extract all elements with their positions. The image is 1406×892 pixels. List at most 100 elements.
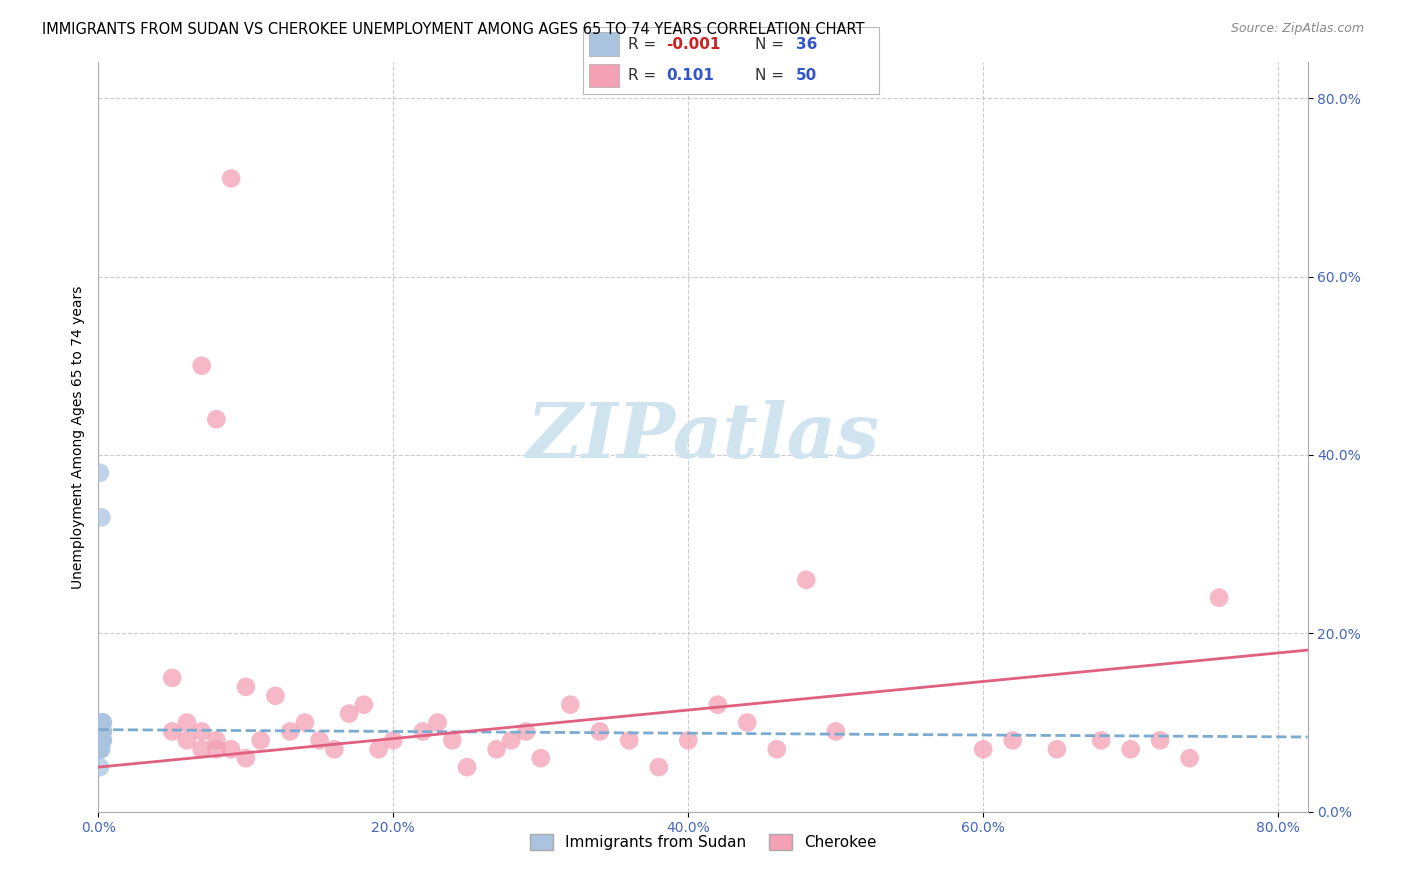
Point	[89, 724, 111, 739]
Point	[160, 724, 183, 739]
Point	[90, 715, 112, 730]
Point	[90, 724, 112, 739]
Point	[235, 751, 257, 765]
Point	[90, 724, 112, 739]
Text: R =: R =	[627, 68, 661, 83]
Point	[382, 733, 405, 747]
Point	[89, 733, 111, 747]
Text: R =: R =	[627, 37, 661, 52]
Text: 50: 50	[796, 68, 817, 83]
Point	[89, 760, 111, 774]
Point	[89, 724, 111, 739]
Point	[337, 706, 360, 721]
Point	[219, 742, 242, 756]
Point	[249, 733, 271, 747]
Text: IMMIGRANTS FROM SUDAN VS CHEROKEE UNEMPLOYMENT AMONG AGES 65 TO 74 YEARS CORRELA: IMMIGRANTS FROM SUDAN VS CHEROKEE UNEMPL…	[42, 22, 865, 37]
Point	[89, 742, 111, 756]
Point	[1046, 742, 1069, 756]
Point	[205, 412, 228, 426]
Point	[515, 724, 537, 739]
Point	[91, 715, 114, 730]
Point	[323, 742, 346, 756]
FancyBboxPatch shape	[589, 63, 619, 87]
Point	[308, 733, 330, 747]
Text: 0.101: 0.101	[666, 68, 714, 83]
Point	[89, 715, 111, 730]
Point	[91, 733, 114, 747]
Point	[90, 742, 112, 756]
Point	[1119, 742, 1142, 756]
Point	[89, 733, 111, 747]
Point	[1208, 591, 1230, 605]
Point	[441, 733, 464, 747]
Point	[1178, 751, 1201, 765]
Point	[706, 698, 728, 712]
Point	[91, 715, 114, 730]
Point	[176, 733, 198, 747]
Point	[619, 733, 641, 747]
Point	[560, 698, 582, 712]
Point	[648, 760, 671, 774]
Point	[89, 733, 111, 747]
Point	[190, 724, 212, 739]
Point	[190, 742, 212, 756]
Point	[90, 715, 112, 730]
Y-axis label: Unemployment Among Ages 65 to 74 years: Unemployment Among Ages 65 to 74 years	[70, 285, 84, 589]
Point	[589, 724, 612, 739]
Point	[972, 742, 994, 756]
Point	[90, 510, 112, 524]
Text: N =: N =	[755, 68, 789, 83]
Point	[89, 742, 111, 756]
Text: 36: 36	[796, 37, 817, 52]
Point	[367, 742, 389, 756]
Point	[160, 671, 183, 685]
Point	[530, 751, 553, 765]
Point	[824, 724, 846, 739]
Point	[90, 733, 112, 747]
Point	[353, 698, 375, 712]
Point	[91, 733, 114, 747]
Point	[89, 724, 111, 739]
Point	[89, 742, 111, 756]
Point	[190, 359, 212, 373]
Point	[90, 715, 112, 730]
Text: -0.001: -0.001	[666, 37, 720, 52]
Point	[278, 724, 301, 739]
Point	[90, 724, 112, 739]
Point	[90, 724, 112, 739]
Text: ZIPatlas: ZIPatlas	[526, 401, 880, 474]
Point	[89, 724, 111, 739]
Point	[765, 742, 787, 756]
Point	[176, 715, 198, 730]
Point	[485, 742, 508, 756]
Point	[426, 715, 449, 730]
Point	[1001, 733, 1024, 747]
Point	[412, 724, 434, 739]
Point	[219, 171, 242, 186]
Point	[501, 733, 523, 747]
Point	[735, 715, 758, 730]
Point	[90, 724, 112, 739]
Point	[1149, 733, 1171, 747]
Point	[456, 760, 478, 774]
Point	[794, 573, 817, 587]
Text: N =: N =	[755, 37, 789, 52]
Text: Source: ZipAtlas.com: Source: ZipAtlas.com	[1230, 22, 1364, 36]
Point	[678, 733, 700, 747]
Legend: Immigrants from Sudan, Cherokee: Immigrants from Sudan, Cherokee	[523, 829, 883, 856]
Point	[90, 715, 112, 730]
Point	[89, 733, 111, 747]
FancyBboxPatch shape	[589, 32, 619, 55]
Point	[90, 715, 112, 730]
Point	[90, 733, 112, 747]
Point	[205, 733, 228, 747]
Point	[294, 715, 316, 730]
Point	[205, 742, 228, 756]
Point	[91, 724, 114, 739]
Point	[90, 715, 112, 730]
Point	[264, 689, 287, 703]
Point	[89, 466, 111, 480]
Point	[91, 724, 114, 739]
Point	[1090, 733, 1112, 747]
Point	[235, 680, 257, 694]
